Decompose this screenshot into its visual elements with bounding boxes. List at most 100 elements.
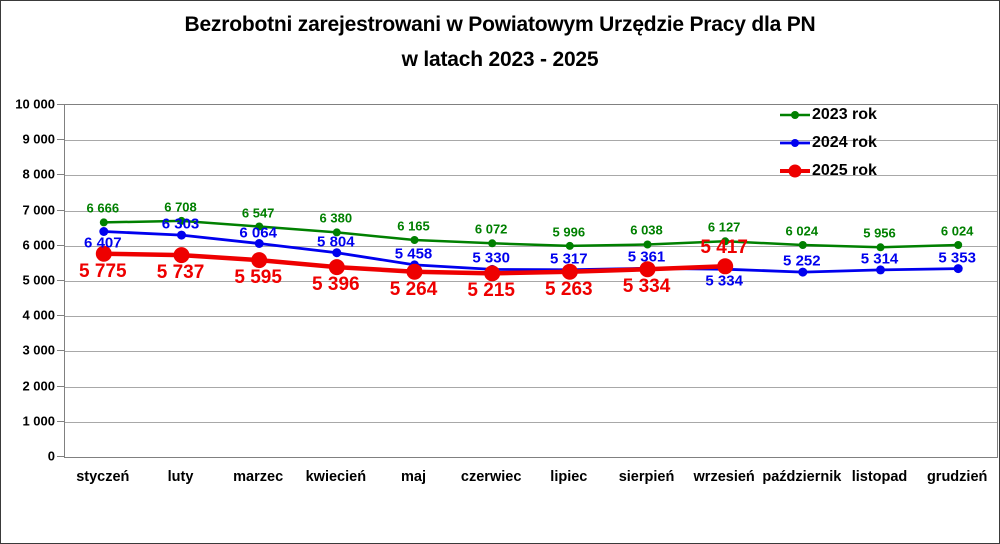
legend-label: 2023 rok — [812, 106, 877, 123]
data-point — [99, 218, 108, 227]
data-point — [95, 245, 112, 262]
data-point — [332, 248, 342, 258]
gridline — [65, 140, 997, 142]
y-tick-label: 3 000 — [22, 342, 55, 358]
data-label: 6 547 — [241, 205, 275, 221]
data-point — [332, 228, 341, 237]
x-tick-label: październik — [762, 469, 842, 485]
data-label: 5 314 — [860, 250, 899, 268]
data-label: 5 737 — [156, 262, 205, 284]
data-label: 5 804 — [317, 233, 355, 251]
data-label: 5 996 — [552, 224, 586, 240]
legend: 2023 rok 2024 rok 2025 rok — [780, 101, 877, 185]
data-label: 6 708 — [164, 199, 197, 215]
data-point — [255, 222, 264, 231]
y-tick-label: 4 000 — [22, 307, 55, 323]
legend-label: 2025 rok — [812, 162, 877, 179]
data-point — [721, 237, 730, 246]
data-label: 5 361 — [627, 248, 666, 266]
y-tick-label: 1 000 — [22, 413, 55, 429]
data-label: 5 775 — [79, 260, 127, 282]
data-point — [177, 216, 186, 225]
y-tick-mark — [57, 244, 64, 246]
data-point — [254, 239, 264, 248]
y-tick-label: 10 000 — [15, 96, 55, 112]
x-tick-label: marzec — [233, 469, 284, 485]
chart-title-line-2: w latach 2023 - 2025 — [401, 48, 599, 71]
data-point — [643, 240, 652, 249]
data-label: 6 127 — [707, 219, 741, 235]
data-label: 5 458 — [394, 245, 433, 263]
data-point — [876, 265, 885, 275]
data-label: 6 072 — [474, 221, 508, 237]
x-tick-label: grudzień — [926, 469, 988, 485]
data-label: 5 396 — [312, 274, 360, 296]
x-tick-label: maj — [401, 469, 426, 485]
y-tick-label: 9 000 — [22, 131, 55, 147]
data-point — [99, 227, 109, 236]
data-label: 5 417 — [700, 237, 748, 259]
plot-area — [64, 104, 998, 458]
data-point — [406, 263, 423, 280]
legend-label: 2024 rok — [812, 134, 877, 151]
data-label: 5 353 — [938, 249, 976, 267]
gridline — [65, 386, 997, 388]
data-point — [639, 261, 656, 278]
data-point — [328, 259, 345, 276]
data-label: 5 330 — [472, 249, 510, 267]
data-point — [953, 264, 963, 274]
data-point — [954, 241, 963, 249]
y-tick-mark — [57, 139, 64, 141]
y-tick-mark — [57, 385, 64, 387]
data-point — [717, 258, 734, 275]
y-tick-mark — [57, 350, 64, 352]
y-tick-label: 5 000 — [22, 272, 55, 288]
legend-series-marker-icon — [780, 164, 810, 178]
y-tick-mark — [57, 209, 64, 211]
y-tick-label: 7 000 — [22, 202, 55, 218]
data-label: 6 038 — [630, 222, 663, 238]
chart-title: Bezrobotni zarejestrowani w Powiatowym U… — [1, 7, 999, 77]
gridline — [65, 316, 997, 318]
gridline — [65, 175, 997, 177]
legend-series-marker-icon — [780, 139, 810, 147]
legend-series-marker-icon — [780, 111, 810, 119]
data-label: 5 317 — [550, 250, 588, 268]
y-tick-mark — [57, 280, 64, 281]
chart-title-line-1: Bezrobotni zarejestrowani w Powiatowym U… — [184, 13, 816, 36]
data-label: 5 595 — [234, 267, 282, 289]
data-label: 6 380 — [319, 210, 353, 226]
gridline — [65, 421, 997, 423]
x-tick-label: sierpień — [618, 469, 675, 485]
data-point — [798, 241, 807, 249]
data-point — [876, 243, 885, 252]
x-tick-label: listopad — [851, 469, 908, 485]
y-tick-label: 8 000 — [22, 166, 55, 182]
data-label: 5 334 — [705, 272, 743, 290]
data-point — [410, 236, 419, 244]
y-tick-label: 0 — [47, 448, 55, 464]
legend-item: 2023 rok — [780, 101, 877, 129]
data-label: 5 252 — [783, 252, 821, 270]
gridline — [65, 281, 997, 282]
data-label: 5 264 — [389, 278, 438, 300]
data-label: 6 407 — [84, 234, 122, 252]
legend-item: 2025 rok — [780, 157, 877, 185]
data-label: 5 263 — [545, 278, 593, 300]
gridline — [65, 210, 997, 212]
x-tick-label: lipiec — [550, 469, 588, 485]
data-point — [561, 263, 578, 280]
data-label: 5 215 — [467, 280, 515, 302]
y-tick-mark — [57, 456, 64, 457]
data-label: 6 064 — [239, 224, 277, 242]
gridline — [65, 245, 997, 247]
x-tick-label: czerwiec — [460, 469, 522, 485]
data-point — [484, 265, 501, 282]
data-point — [251, 252, 268, 269]
data-label: 6 165 — [397, 218, 430, 234]
data-point — [565, 241, 574, 250]
x-tick-label: styczeń — [76, 469, 130, 485]
x-tick-label: wrzesień — [693, 469, 755, 485]
data-label: 5 956 — [863, 225, 896, 241]
